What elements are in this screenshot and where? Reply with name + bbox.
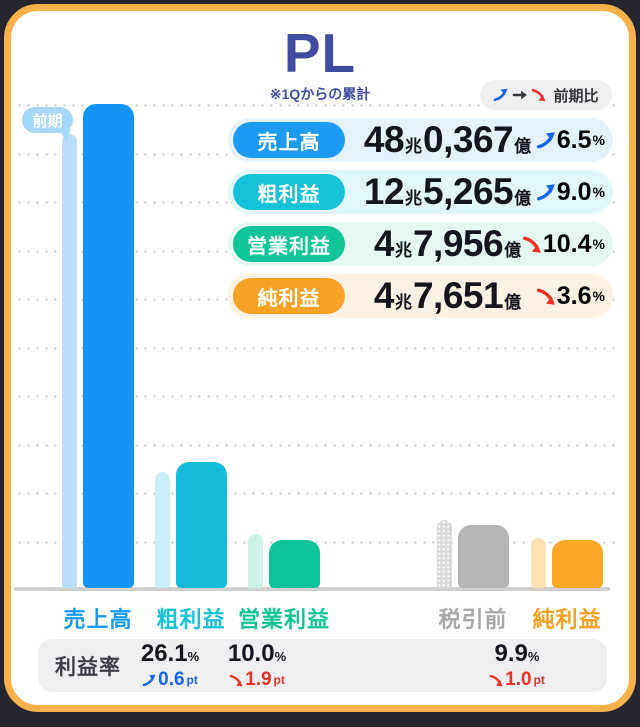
bar-prev-4 <box>531 538 546 588</box>
stat-label-pill: 売上高 <box>233 122 345 158</box>
value-billions: 7,651 <box>412 275 504 316</box>
gridline <box>15 443 617 447</box>
bar-current-3 <box>458 525 509 588</box>
bar-current-0 <box>83 104 134 588</box>
category-label-2: 営業利益 <box>237 607 330 632</box>
stat-change: 10.4 % <box>522 222 605 266</box>
value-trillions: 12 <box>363 171 405 212</box>
trend-arrow-icon <box>229 673 244 688</box>
value-trillions: 4 <box>373 275 395 316</box>
change-value: 6.5 <box>556 125 592 154</box>
unit-trillion: 兆 <box>394 241 412 260</box>
period-comparison-legend: 前期比 <box>480 80 612 110</box>
bar-current-4 <box>552 540 603 588</box>
bar-prev-3 <box>437 520 452 588</box>
trend-arrow-icon <box>489 673 504 688</box>
value-trillions: 4 <box>373 223 395 264</box>
page-title: PL <box>283 22 357 84</box>
change-unit: % <box>592 288 605 304</box>
stat-change: 6.5 % <box>536 118 605 162</box>
change-value: 9.0 <box>556 177 592 206</box>
stat-value: 12 兆 5,265 億 <box>348 170 548 214</box>
unit-trillion: 兆 <box>405 137 423 156</box>
margin-change: 1.0 pt <box>455 669 579 691</box>
stat-row-operating-profit: 営業利益 4 兆 7,956 億 10.4 % <box>228 222 613 266</box>
unit-billion: 億 <box>514 189 532 208</box>
stat-row-gross-profit: 粗利益 12 兆 5,265 億 9.0 % <box>228 170 613 214</box>
margin-change: 0.6 pt <box>108 669 232 691</box>
trend-arrow-icon <box>536 286 557 307</box>
trend-arrow-icon <box>536 130 557 151</box>
bar-prev-1 <box>155 472 170 588</box>
gridline <box>15 104 617 107</box>
stat-row-sales: 売上高 48 兆 0,367 億 6.5 % <box>228 118 613 162</box>
stat-change: 9.0 % <box>536 170 605 214</box>
unit-billion: 億 <box>514 137 532 156</box>
value-billions: 5,265 <box>423 171 514 212</box>
margin-value: 10.0% <box>227 640 287 667</box>
gridline <box>15 540 617 544</box>
x-axis-baseline <box>14 587 610 591</box>
stat-value: 48 兆 0,367 億 <box>348 118 548 162</box>
gridline <box>15 346 617 350</box>
category-label-1: 粗利益 <box>156 607 226 632</box>
bar-prev-0 <box>62 134 77 588</box>
trend-flat-icon <box>512 87 528 103</box>
category-label-4: 純利益 <box>532 607 602 632</box>
trend-arrow-icon <box>522 234 543 255</box>
margin-value: 26.1% <box>140 640 200 667</box>
pl-summary-card: PL ※1Qからの累計 前期比 前期 売上高 粗利益 営業利益 税引前 純利益 売上高 … <box>4 4 636 712</box>
unit-billion: 億 <box>504 293 522 312</box>
bar-current-2 <box>269 540 320 588</box>
stat-value: 4 兆 7,651 億 <box>348 274 548 318</box>
trend-down-icon <box>531 87 547 103</box>
trend-arrow-icon <box>536 182 557 203</box>
margin-cell-operating: 10.0% 1.9 pt <box>195 641 319 691</box>
stat-change: 3.6 % <box>536 274 605 318</box>
legend-label: 前期比 <box>553 87 599 105</box>
change-unit: % <box>592 184 605 200</box>
bar-prev-2 <box>248 534 263 588</box>
unit-trillion: 兆 <box>394 293 412 312</box>
page-subtitle: ※1Qからの累計 <box>269 86 371 102</box>
bar-current-1 <box>176 462 227 588</box>
margin-cell-net: 9.9% 1.0 pt <box>455 641 579 691</box>
table-row-label: 利益率 <box>55 655 121 679</box>
category-label-3: 税引前 <box>438 607 508 632</box>
unit-billion: 億 <box>504 241 522 260</box>
trend-arrow-icon <box>142 673 157 688</box>
stat-label-pill: 純利益 <box>233 278 345 314</box>
unit-trillion: 兆 <box>405 189 423 208</box>
margin-change: 1.9 pt <box>195 669 319 691</box>
change-unit: % <box>592 132 605 148</box>
margin-cell-gross: 26.1% 0.6 pt <box>108 641 232 691</box>
value-billions: 7,956 <box>412 223 504 264</box>
stat-label-pill: 粗利益 <box>233 174 345 210</box>
margin-value: 9.9% <box>494 640 540 667</box>
change-value: 10.4 <box>542 229 592 258</box>
change-value: 3.6 <box>556 281 592 310</box>
stat-value: 4 兆 7,956 億 <box>348 222 548 266</box>
trend-up-icon <box>493 87 509 103</box>
previous-period-badge: 前期 <box>22 107 73 133</box>
stat-label-pill: 営業利益 <box>233 226 345 262</box>
stat-row-net-profit: 純利益 4 兆 7,651 億 3.6 % <box>228 274 613 318</box>
value-trillions: 48 <box>363 119 405 160</box>
gridline <box>15 395 617 398</box>
category-label-0: 売上高 <box>63 607 133 632</box>
gridline <box>15 492 617 495</box>
value-billions: 0,367 <box>423 119 514 160</box>
profit-margin-table: 利益率 26.1% 0.6 pt 10.0% 1.9 pt 9.9% 1.0 p… <box>38 639 607 692</box>
change-unit: % <box>592 236 605 252</box>
